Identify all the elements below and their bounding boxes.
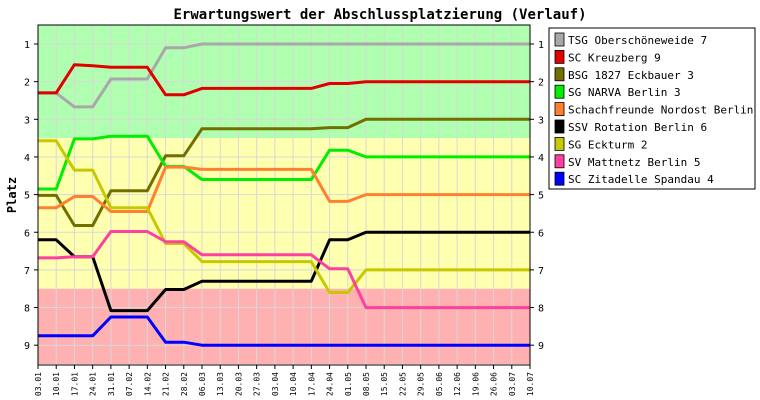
series-lines: [38, 42, 530, 347]
legend-label-7: SG Eckturm 2: [568, 138, 647, 151]
legend-swatch-2: [554, 50, 565, 64]
x-tick-label: 29.05: [417, 372, 426, 396]
y-tick-label-left: 6: [24, 228, 30, 239]
legend-swatch-8: [554, 154, 565, 169]
y-tick-label-left: 7: [24, 266, 30, 277]
y-tick-label-right: 6: [538, 228, 544, 239]
legend-label-3: BSG 1827 Eckbauer 3: [568, 69, 694, 82]
x-tick-label: 22.05: [398, 372, 407, 396]
x-tick-label: 20.03: [234, 372, 243, 396]
x-tick-label: 10.04: [289, 372, 298, 396]
x-tick-label: 03.01: [34, 372, 43, 396]
x-tick-label: 14.02: [143, 372, 152, 396]
x-tick-label: 17.04: [307, 372, 316, 396]
y-tick-label-right: 9: [538, 341, 544, 352]
legend: TSG Oberschöneweide 7 SC Kreuzberg 9 BSG 1…: [548, 27, 760, 190]
x-tick-label: 31.01: [107, 372, 116, 396]
legend-label-9: SC Zitadelle Spandau 4: [568, 173, 714, 186]
series-line-2: [38, 63, 530, 97]
y-tick-label-right: 1: [538, 40, 544, 51]
y-tick-label-left: 5: [24, 191, 30, 202]
x-ticks: 03.01 10.01 17.01 24.01 31.01 07.02 14.02 21.02…: [34, 365, 535, 396]
series-line-6: [38, 230, 530, 313]
x-tick-label: 24.04: [326, 372, 335, 396]
y-tick-label-right: 3: [538, 115, 544, 126]
legend-label-2: SC Kreuzberg 9: [568, 51, 661, 64]
y-tick-label-left: 8: [24, 304, 30, 315]
legend-swatch-6: [554, 119, 565, 134]
x-tick-label: 05.06: [435, 372, 444, 396]
y-tick-label-left: 3: [24, 115, 30, 126]
x-tick-label: 03.07: [508, 372, 517, 396]
y-tick-label-right: 5: [538, 191, 544, 202]
legend-swatch-4: [554, 84, 565, 99]
zone-band-2: [38, 288, 530, 365]
x-tick-label: 07.02: [125, 372, 134, 396]
x-tick-label: 17.01: [70, 372, 79, 396]
y-tick-label-left: 1: [24, 40, 30, 51]
y-tick-label-left: 9: [24, 341, 30, 352]
x-tick-label: 13.03: [216, 372, 225, 396]
legend-swatch-3: [554, 67, 565, 82]
series-line-4: [38, 134, 530, 191]
legend-label-5: Schachfreunde Nordost Berlin 5: [568, 104, 760, 117]
y-ticks-right: 1 2 3 4 5 6 7 8 9: [530, 40, 544, 352]
x-tick-label: 27.03: [253, 372, 262, 396]
legend-box: [548, 27, 756, 190]
x-tick-label: 15.05: [380, 372, 389, 396]
y-axis-label: Platz: [5, 177, 19, 213]
legend-label-4: SG NARVA Berlin 3: [568, 86, 681, 99]
x-tick-label: 03.04: [271, 372, 280, 396]
x-tick-label: 01.05: [344, 372, 353, 396]
legend-swatch-1: [554, 32, 565, 47]
zone-band-1: [38, 138, 530, 289]
chart-title: Erwartungswert der Abschlussplatzierung …: [173, 7, 586, 23]
x-tick-label: 21.02: [162, 372, 171, 396]
series-line-1: [38, 42, 530, 109]
series-line-3: [38, 117, 530, 227]
y-tick-label-right: 7: [538, 266, 544, 277]
x-tick-label: 12.06: [453, 372, 462, 396]
x-tick-label: 28.02: [180, 372, 189, 396]
y-tick-label-left: 4: [24, 153, 30, 164]
legend-swatch-5: [554, 102, 565, 116]
legend-swatch-9: [554, 171, 565, 186]
x-tick-label: 08.05: [362, 372, 371, 396]
y-ticks-left: 1 2 3 4 5 6 7 8 9: [24, 40, 38, 352]
y-tick-label-left: 2: [24, 78, 30, 89]
y-tick-label-right: 8: [538, 304, 544, 315]
series-line-9: [38, 315, 530, 347]
legend-label-1: TSG Oberschöneweide 7: [568, 34, 707, 47]
series-line-8: [38, 230, 530, 310]
legend-label-6: SSV Rotation Berlin 6: [568, 121, 707, 134]
x-tick-label: 19.06: [471, 372, 480, 396]
x-tick-label: 10.01: [52, 372, 61, 396]
series-line-5: [38, 165, 530, 213]
y-tick-label-right: 4: [538, 153, 544, 164]
x-tick-label: 10.07: [526, 372, 535, 396]
x-tick-label: 06.03: [198, 372, 207, 396]
legend-swatch-7: [554, 136, 565, 151]
x-tick-label: 24.01: [89, 372, 98, 396]
legend-label-8: SV Mattnetz Berlin 5: [568, 156, 700, 169]
series-line-7: [38, 139, 530, 294]
y-tick-label-right: 2: [538, 78, 544, 89]
x-tick-label: 26.06: [490, 372, 499, 396]
